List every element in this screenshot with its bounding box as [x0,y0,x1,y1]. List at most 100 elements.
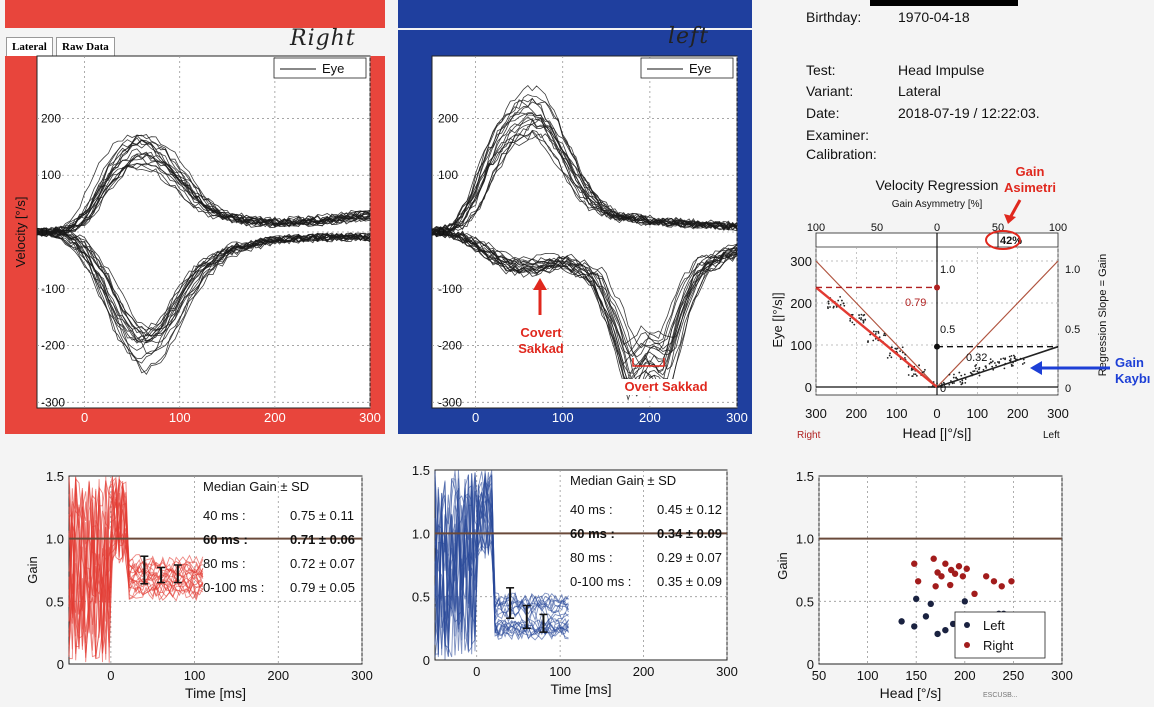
gain-left-trace [434,487,569,660]
regression-sample-point [991,360,994,363]
regression-sample-point [1008,355,1011,358]
gain-left-table-label: 0-100 ms : [570,574,631,589]
regression-sample-point [1014,358,1017,361]
regression-sample-point [877,330,880,333]
regression-sample-point [996,361,999,363]
regression-sample-point [877,332,880,334]
regression-sample-point [832,305,835,308]
regression-sample-point [978,366,981,369]
vel-left-ytick-label: 0 [438,225,445,239]
regression-sample-point [890,346,893,349]
regression-sample-point [864,319,867,321]
regression-sample-point [951,382,954,385]
gain-left-table-value: 0.35 ± 0.09 [657,574,722,589]
gain-left-ytick-label: 0.5 [412,590,430,605]
regression-sample-point [1012,354,1015,357]
regression-sample-point [1008,359,1011,362]
vel-right-ytick-label: -200 [41,339,65,353]
gain-left-xtick-label: 200 [633,664,655,679]
regression-sample-point [849,317,852,320]
regression-sample-point [878,336,881,339]
vel-right-legend-label: Eye [322,61,344,76]
regression-sample-point [976,370,979,373]
vel-right-ytick-label: -300 [41,395,65,409]
date-value: 2018-07-19 / 12:22:03. [898,105,1040,121]
gain-right-ytick-label: 1.0 [46,532,64,547]
regression-sample-point [964,378,967,380]
tab-lateral[interactable]: Lateral [6,37,53,56]
gain-head-point-left [942,626,949,634]
regression-sample-point [982,368,985,371]
gain-head-point-right [930,555,937,562]
regression-sample-point [882,334,885,337]
vel-left-xtick-label: 0 [472,410,479,425]
gain-head-xtick-label: 250 [1003,668,1025,683]
regression-sample-point [907,374,910,376]
asymmetry-circle [985,230,1021,250]
gain-right-ytick-label: 0 [57,657,64,672]
regression-y2tick-label: 0 [1065,383,1071,395]
gain-loss-line2: Kaybı [1115,371,1151,386]
regression-sample-point [958,371,961,374]
covert-saccade-line1: Covert [520,325,562,340]
vel-right-trace-1 [36,230,371,341]
regression-sample-point [984,365,987,368]
gain-right-xlabel: Time [ms] [185,685,246,701]
gain-head-point-left [927,600,934,608]
gain-left-trace [434,470,569,657]
gain-left-ytick-label: 1.0 [412,526,430,541]
regression-ytick-label: 100 [790,338,812,353]
regression-sample-point [972,370,975,373]
vel-left-trace-0 [431,85,738,235]
regression-sample-point [1002,357,1005,360]
regression-top-tick: 100 [807,222,825,234]
gain-head-xtick-label: 150 [905,668,927,683]
gain-right-xtick-label: 300 [351,668,373,683]
gain-right-table-label: 40 ms : [203,508,246,523]
gain-right-table-value: 0.72 ± 0.07 [290,556,355,571]
vel-right-legend-box [273,57,367,79]
gain-head-xtick-label: 200 [954,668,976,683]
vel-right-ytick-label: 200 [41,111,61,125]
gain-right-trace [68,487,204,660]
regression-sample-point [1000,358,1002,360]
regression-sample-point [837,299,840,302]
left-gain-marker [934,343,940,350]
regression-sample-point [1009,358,1012,360]
handwritten-left-label: left [668,24,710,49]
regression-sample-point [959,380,962,383]
gain-left-trace [434,478,569,651]
regression-sample-point [974,367,977,370]
variant-label: Variant: [806,83,854,99]
gain-head-point-left [913,595,920,603]
regression-xtick-label: 100 [966,406,988,421]
regression-ytick-label: 300 [790,254,812,269]
gain-head-point-right [955,563,963,570]
regression-sample-point [869,333,872,336]
regression-sample-point [975,364,978,366]
vel-left-legend-label: Eye [689,61,711,76]
regression-sample-point [963,373,966,376]
tab-raw-data[interactable]: Raw Data [56,37,115,56]
regression-xtick-label: 300 [805,406,827,421]
regression-sample-point [952,376,955,379]
vel-right-ytick-label: 100 [41,168,61,182]
regression-xtick-label: 300 [1047,406,1069,421]
gain-asymmetry-line2: Asimetri [1003,180,1057,195]
regression-sample-point [858,317,861,320]
regression-top-tick: 50 [871,222,883,234]
test-label: Test: [806,62,836,78]
overt-saccade-annotation: Overt Sakkad [606,379,726,395]
regression-sample-point [899,350,901,352]
regression-sample-point [835,306,838,308]
gain-head-ytick-label: 1.0 [796,532,814,547]
gain-left-table-title: Median Gain ± SD [570,473,676,488]
vel-right-ytick-label: 0 [41,225,48,239]
gain-left-table-label: 40 ms : [570,502,613,517]
regression-sample-point [974,365,977,367]
gain-head-point-right [914,578,922,585]
vel-left-ytick-label: -200 [438,339,462,353]
gain-loss-annotation: Gain Kaybı [1115,355,1154,387]
regression-sample-point [948,373,951,376]
